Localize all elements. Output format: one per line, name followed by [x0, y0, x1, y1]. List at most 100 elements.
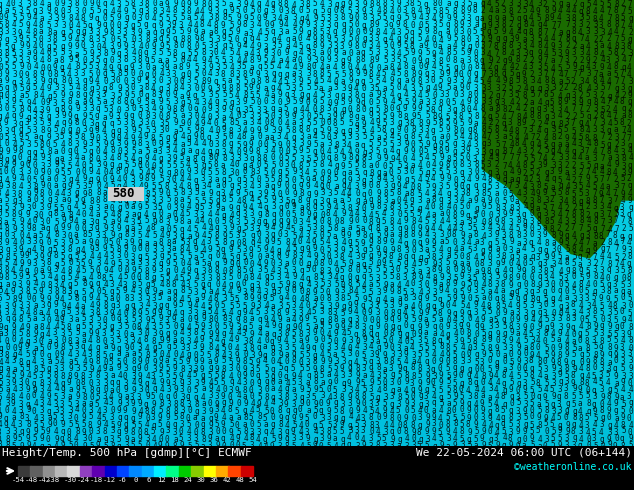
Text: 9: 9 [102, 161, 107, 170]
Text: 4: 4 [4, 189, 9, 198]
Text: 5: 5 [264, 28, 269, 37]
Text: 3: 3 [74, 337, 79, 345]
Text: 4: 4 [509, 371, 514, 380]
Text: 9: 9 [193, 132, 198, 141]
Text: 8: 8 [313, 377, 318, 387]
Text: g: g [181, 70, 185, 79]
Text: q: q [152, 28, 157, 37]
Text: 9: 9 [488, 22, 492, 30]
Text: 5: 5 [320, 279, 325, 289]
Text: 9: 9 [341, 28, 346, 37]
Text: 9: 9 [53, 300, 58, 309]
Text: 9: 9 [333, 98, 339, 107]
Text: 9: 9 [124, 344, 129, 353]
Text: 2: 2 [600, 238, 605, 247]
Text: 3: 3 [27, 237, 31, 246]
Text: 5: 5 [404, 13, 409, 23]
Text: 0: 0 [628, 407, 633, 416]
Text: 5: 5 [53, 140, 58, 149]
Text: 0: 0 [621, 273, 626, 283]
Text: 5: 5 [110, 14, 114, 24]
Text: a: a [474, 119, 478, 128]
Text: q: q [313, 197, 317, 206]
Text: g: g [488, 147, 493, 156]
Text: q: q [627, 181, 631, 190]
Text: 0: 0 [188, 104, 192, 113]
Text: 9: 9 [235, 386, 240, 395]
Text: g: g [25, 266, 29, 275]
Text: 9: 9 [26, 385, 30, 394]
Text: 0: 0 [82, 224, 86, 233]
Text: 0: 0 [396, 265, 401, 274]
Text: 5: 5 [502, 301, 507, 310]
Text: 9: 9 [221, 392, 226, 401]
Text: 6: 6 [146, 477, 151, 483]
Text: 9: 9 [39, 287, 44, 296]
Text: 0: 0 [319, 441, 323, 451]
Text: 4: 4 [257, 27, 262, 37]
Text: 5: 5 [0, 209, 2, 219]
Text: g: g [221, 245, 226, 254]
Text: 3: 3 [89, 119, 94, 128]
Text: 5: 5 [229, 273, 233, 282]
Text: 9: 9 [41, 168, 45, 177]
Text: q: q [368, 231, 373, 241]
Text: 9: 9 [173, 385, 178, 394]
Text: 0: 0 [348, 27, 353, 36]
Text: 0: 0 [186, 386, 191, 395]
Text: g: g [312, 126, 316, 135]
Text: 4: 4 [558, 217, 562, 226]
Text: 3: 3 [186, 280, 190, 289]
Text: 4: 4 [481, 386, 486, 394]
Text: 9: 9 [82, 174, 87, 183]
Text: 3: 3 [0, 125, 2, 134]
Text: g: g [186, 350, 191, 359]
Text: 4: 4 [628, 385, 633, 393]
Text: 3: 3 [193, 434, 198, 443]
Text: 5: 5 [81, 322, 86, 331]
Text: 8: 8 [208, 266, 212, 275]
Text: 3: 3 [585, 231, 590, 241]
Text: g: g [446, 189, 451, 198]
Text: 4: 4 [460, 98, 464, 107]
Text: 8: 8 [124, 294, 129, 303]
Text: 5: 5 [389, 83, 394, 92]
Text: 4: 4 [425, 272, 430, 281]
Text: 5: 5 [566, 76, 570, 86]
Text: g: g [600, 245, 605, 253]
Text: 5: 5 [195, 63, 199, 72]
Text: 9: 9 [159, 21, 164, 30]
Text: 4: 4 [551, 414, 555, 423]
Text: 0: 0 [361, 308, 366, 317]
Text: 0: 0 [306, 113, 311, 122]
Text: 4: 4 [151, 84, 155, 93]
Text: 3: 3 [271, 42, 276, 51]
Text: 9: 9 [481, 315, 486, 324]
Text: 0: 0 [216, 280, 220, 289]
Text: a: a [215, 175, 219, 184]
Text: 0: 0 [382, 378, 387, 387]
Text: 8: 8 [614, 0, 619, 9]
Text: 3: 3 [40, 162, 45, 171]
Text: 8: 8 [75, 118, 79, 127]
Text: 5: 5 [193, 280, 198, 289]
Text: 5: 5 [4, 133, 9, 142]
Text: 8: 8 [446, 267, 451, 275]
Text: 8: 8 [313, 357, 317, 366]
Text: 9: 9 [11, 174, 16, 183]
Text: 5: 5 [571, 350, 576, 359]
Text: 5: 5 [47, 371, 51, 380]
Text: 8: 8 [68, 97, 72, 106]
Text: g: g [523, 419, 527, 429]
Text: 3: 3 [347, 132, 352, 141]
Text: 5: 5 [264, 168, 269, 177]
Text: 4: 4 [54, 427, 58, 436]
Text: 0: 0 [579, 315, 584, 324]
Text: 3: 3 [579, 13, 584, 22]
Text: 4: 4 [40, 392, 44, 401]
Text: 3: 3 [389, 441, 394, 450]
Text: 3: 3 [117, 321, 122, 331]
Text: a: a [396, 441, 401, 450]
Text: 2: 2 [566, 41, 570, 50]
Text: 4: 4 [536, 336, 541, 344]
